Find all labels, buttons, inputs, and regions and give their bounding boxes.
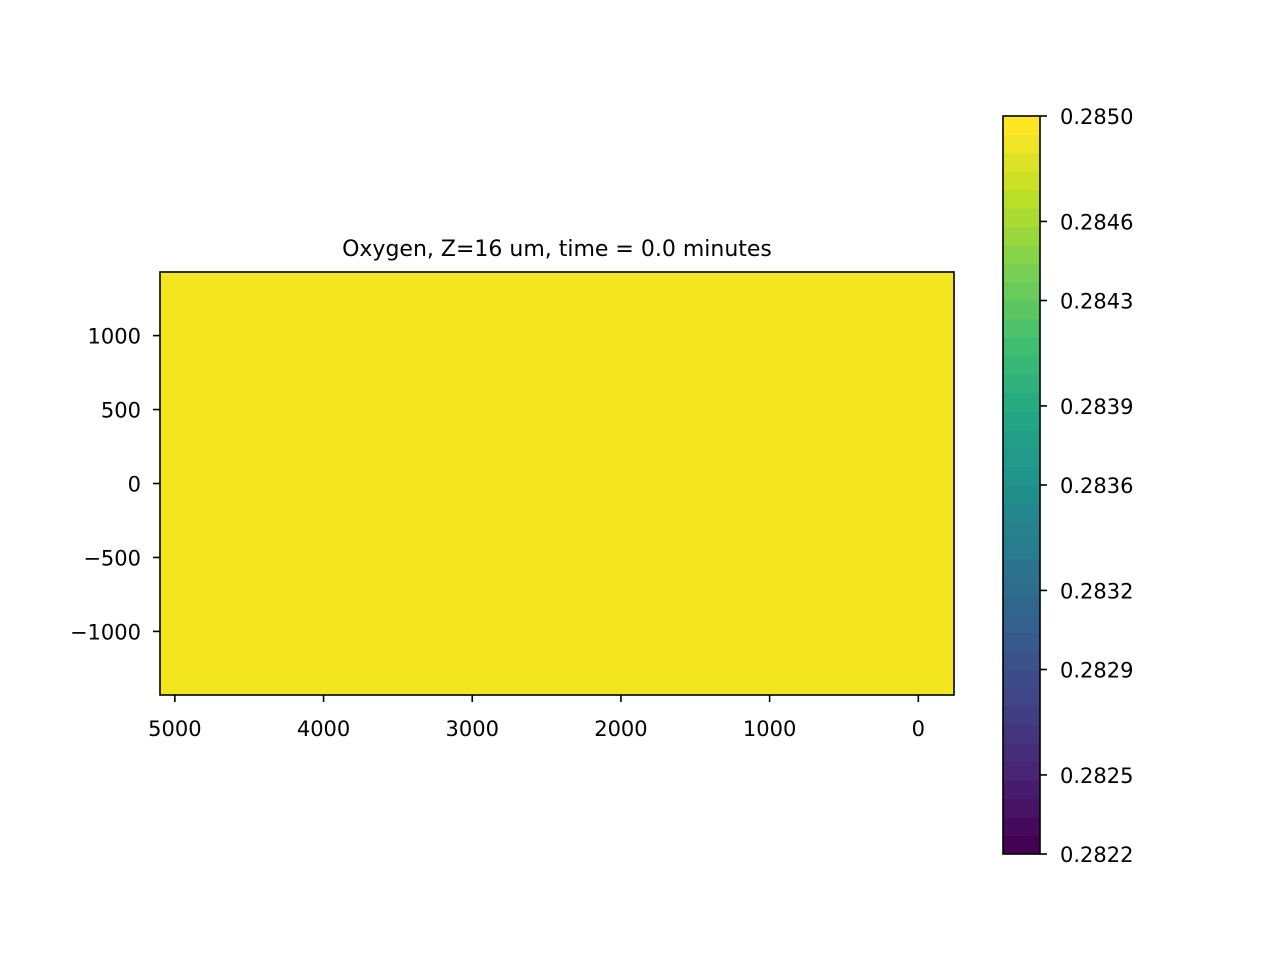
colorbar-band [1003,521,1040,541]
colorbar-band [1003,614,1040,634]
colorbar-band [1003,503,1040,523]
colorbar-band [1003,651,1040,670]
x-tick-label: 3000 [446,717,499,741]
colorbar-tick-label: 0.2832 [1060,579,1133,603]
colorbar-band [1003,706,1040,726]
colorbar-tick-label: 0.2825 [1060,764,1133,788]
colorbar-band [1003,466,1040,486]
colorbar-band [1003,835,1040,855]
y-axis: 1000 500 0 −500 −1000 [70,325,160,644]
colorbar-band [1003,743,1040,763]
colorbar-band [1003,595,1040,615]
colorbar-band [1003,116,1040,135]
colorbar-band [1003,761,1040,781]
colorbar-band [1003,226,1040,246]
colorbar-band [1003,540,1040,560]
colorbar-band [1003,355,1040,375]
colorbar-band [1003,448,1040,468]
y-tick-label: 500 [101,399,141,423]
x-tick-label: 0 [912,717,925,741]
colorbar-band [1003,798,1040,818]
colorbar-tick-label: 0.2822 [1060,843,1133,867]
colorbar-band [1003,337,1040,357]
y-tick-label: 0 [128,473,141,497]
x-tick-label: 5000 [148,717,201,741]
colorbar-band [1003,687,1040,707]
colorbar-band [1003,189,1040,209]
colorbar-tick-label: 0.2850 [1060,105,1133,129]
colorbar-band [1003,632,1040,652]
y-tick-label: −1000 [70,620,141,644]
colorbar-tick-label: 0.2836 [1060,474,1133,498]
colorbar-band [1003,558,1040,578]
x-tick-label: 4000 [297,717,350,741]
colorbar-band [1003,318,1040,338]
colorbar-band [1003,245,1040,265]
x-axis: 5000 4000 3000 2000 1000 0 [148,695,925,741]
colorbar-tick-label: 0.2846 [1060,210,1133,234]
colorbar-band [1003,669,1040,689]
colorbar-band [1003,208,1040,228]
y-tick-label: 1000 [88,325,141,349]
colorbar-band [1003,724,1040,744]
colorbar-band [1003,817,1040,837]
colorbar [1003,116,1040,855]
y-tick-label: −500 [83,546,141,570]
colorbar-axis: 0.2822 0.2825 0.2829 0.2832 0.2836 0.2839 0.28… [1040,105,1133,867]
colorbar-band [1003,374,1040,394]
colorbar-band [1003,577,1040,597]
colorbar-band [1003,429,1040,449]
colorbar-tick-label: 0.2829 [1060,659,1133,683]
colorbar-band [1003,485,1040,504]
colorbar-band [1003,282,1040,301]
plot-area [160,272,954,695]
colorbar-band [1003,263,1040,283]
colorbar-tick-label: 0.2839 [1060,395,1133,419]
colorbar-band [1003,780,1040,800]
x-tick-label: 1000 [743,717,796,741]
chart-title: Oxygen, Z=16 um, time = 0.0 minutes [342,237,772,262]
heatmap-field [160,272,954,695]
colorbar-tick-label: 0.2843 [1060,290,1133,314]
colorbar-band [1003,411,1040,431]
x-tick-label: 2000 [594,717,647,741]
colorbar-band [1003,171,1040,191]
colorbar-band [1003,152,1040,172]
colorbar-band [1003,134,1040,154]
colorbar-band [1003,300,1040,320]
colorbar-band [1003,392,1040,412]
